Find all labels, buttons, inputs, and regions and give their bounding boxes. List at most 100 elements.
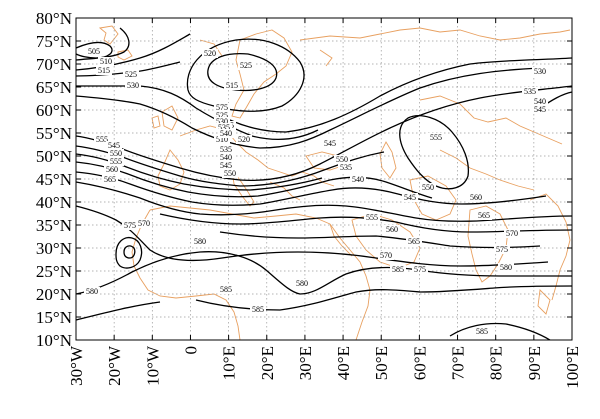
lon-tick-label: 20°E: [258, 346, 277, 380]
contour-label-bg: [123, 70, 139, 79]
contour-label: 530: [216, 117, 228, 126]
contour-label-bg: [476, 211, 492, 220]
contour-label: 540: [220, 129, 232, 138]
lon-tick-label: 100°E: [563, 346, 582, 389]
contour-label: 515: [226, 81, 238, 90]
contour-label-bg: [108, 149, 124, 158]
contour-label-bg: [86, 47, 102, 56]
contour-label: 530: [127, 81, 139, 90]
latitude-labels: 80°N 75°N 70°N 65°N 60°N 55°N 50°N 45°N 40°N 35°N…: [36, 9, 72, 350]
contour-label: 525: [240, 61, 252, 70]
contour-label-bg: [222, 169, 238, 178]
contour-label: 550: [110, 149, 122, 158]
contour-label-bg: [350, 175, 366, 184]
contour-label-bg: [98, 57, 114, 66]
contour-label-bg: [122, 221, 138, 230]
lat-tick-label: 60°N: [36, 101, 72, 120]
lat-tick-label: 20°N: [36, 285, 72, 304]
lat-tick-label: 15°N: [36, 308, 72, 327]
contour-label-bg: [214, 135, 230, 144]
lat-tick-label: 30°N: [36, 239, 72, 258]
contour-label-bg: [322, 139, 338, 148]
contour-labels: 5055105155205255155105155205255305355405…: [84, 47, 548, 336]
contour-label-bg: [214, 111, 230, 120]
lon-tick-label: 40°E: [334, 346, 353, 380]
contour-label: 545: [534, 105, 546, 114]
contour-label-bg: [384, 225, 400, 234]
lat-tick-label: 10°N: [36, 331, 72, 350]
contour-label-bg: [364, 213, 380, 222]
contour-label-bg: [420, 183, 436, 192]
contour-label: 550: [422, 183, 434, 192]
contour-label-bg: [216, 123, 232, 132]
contour-label: 555: [96, 135, 108, 144]
lon-tick-label: 20°W: [105, 345, 124, 386]
lat-tick-label: 45°N: [36, 170, 72, 189]
lat-tick-label: 70°N: [36, 55, 72, 74]
contour-label: 545: [108, 141, 120, 150]
contour-label: 515: [98, 66, 110, 75]
contour-label-bg: [498, 263, 514, 272]
contour-label: 535: [340, 163, 352, 172]
lon-tick-label: 70°E: [449, 346, 468, 380]
contour-label: 505: [88, 47, 100, 56]
lon-tick-label: 50°E: [372, 346, 391, 380]
contour-label: 565: [408, 237, 420, 246]
contour-label: 535: [220, 145, 232, 154]
contour-label-bg: [214, 103, 230, 112]
contour-label: 545: [324, 139, 336, 148]
lat-tick-label: 35°N: [36, 216, 72, 235]
contour-label: 560: [386, 225, 398, 234]
contour-label: 575: [414, 265, 426, 274]
contour-label: 545: [220, 161, 232, 170]
contour-label-bg: [532, 97, 548, 106]
contour-label: 550: [336, 155, 348, 164]
lon-tick-label: 80°E: [487, 346, 506, 380]
contour-label-bg: [406, 237, 422, 246]
contour-label: 525: [125, 70, 137, 79]
contour-label-bg: [532, 105, 548, 114]
axis-ticks: [75, 17, 573, 341]
contour-label-bg: [218, 153, 234, 162]
contour-label: 540: [534, 97, 546, 106]
coastlines: [98, 25, 571, 341]
contour-label-bg: [474, 327, 490, 336]
contour-label-bg: [136, 219, 152, 228]
contour-label: 580: [500, 263, 512, 272]
contour-label: 585: [220, 285, 232, 294]
contour-label-bg: [224, 81, 240, 90]
contour-label-bg: [390, 265, 406, 274]
contour-label-bg: [378, 251, 394, 260]
contour-label-bg: [84, 287, 100, 296]
contour-label-bg: [402, 193, 418, 202]
contour-label: 560: [470, 193, 482, 202]
contour-label: 510: [100, 57, 112, 66]
contour-label: 580: [86, 287, 98, 296]
contour-label: 510: [216, 135, 228, 144]
contour-label-bg: [236, 135, 252, 144]
lon-tick-label: 10°E: [220, 346, 239, 380]
contour-label-bg: [522, 87, 538, 96]
lon-tick-label: 30°E: [296, 346, 315, 380]
contour-label: 550: [224, 169, 236, 178]
contour-label: 540: [352, 175, 364, 184]
contour-label: 535: [218, 123, 230, 132]
lat-tick-label: 50°N: [36, 147, 72, 166]
contour-label: 565: [104, 175, 116, 184]
contour-label: 580: [194, 237, 206, 246]
contour-label: 585: [476, 327, 488, 336]
contour-label: 575: [124, 221, 136, 230]
contour-label: 575: [496, 245, 508, 254]
contour-label-bg: [218, 161, 234, 170]
contour-label-bg: [504, 229, 520, 238]
contour-label-bg: [108, 157, 124, 166]
contour-label: 560: [106, 165, 118, 174]
height-contours: [75, 27, 573, 341]
contour-label: 585: [252, 305, 264, 314]
contour-label-bg: [94, 135, 110, 144]
contour-label: 570: [138, 219, 150, 228]
lon-tick-label: 60°E: [410, 346, 429, 380]
contour-label-bg: [218, 129, 234, 138]
contour-label: 585: [392, 265, 404, 274]
